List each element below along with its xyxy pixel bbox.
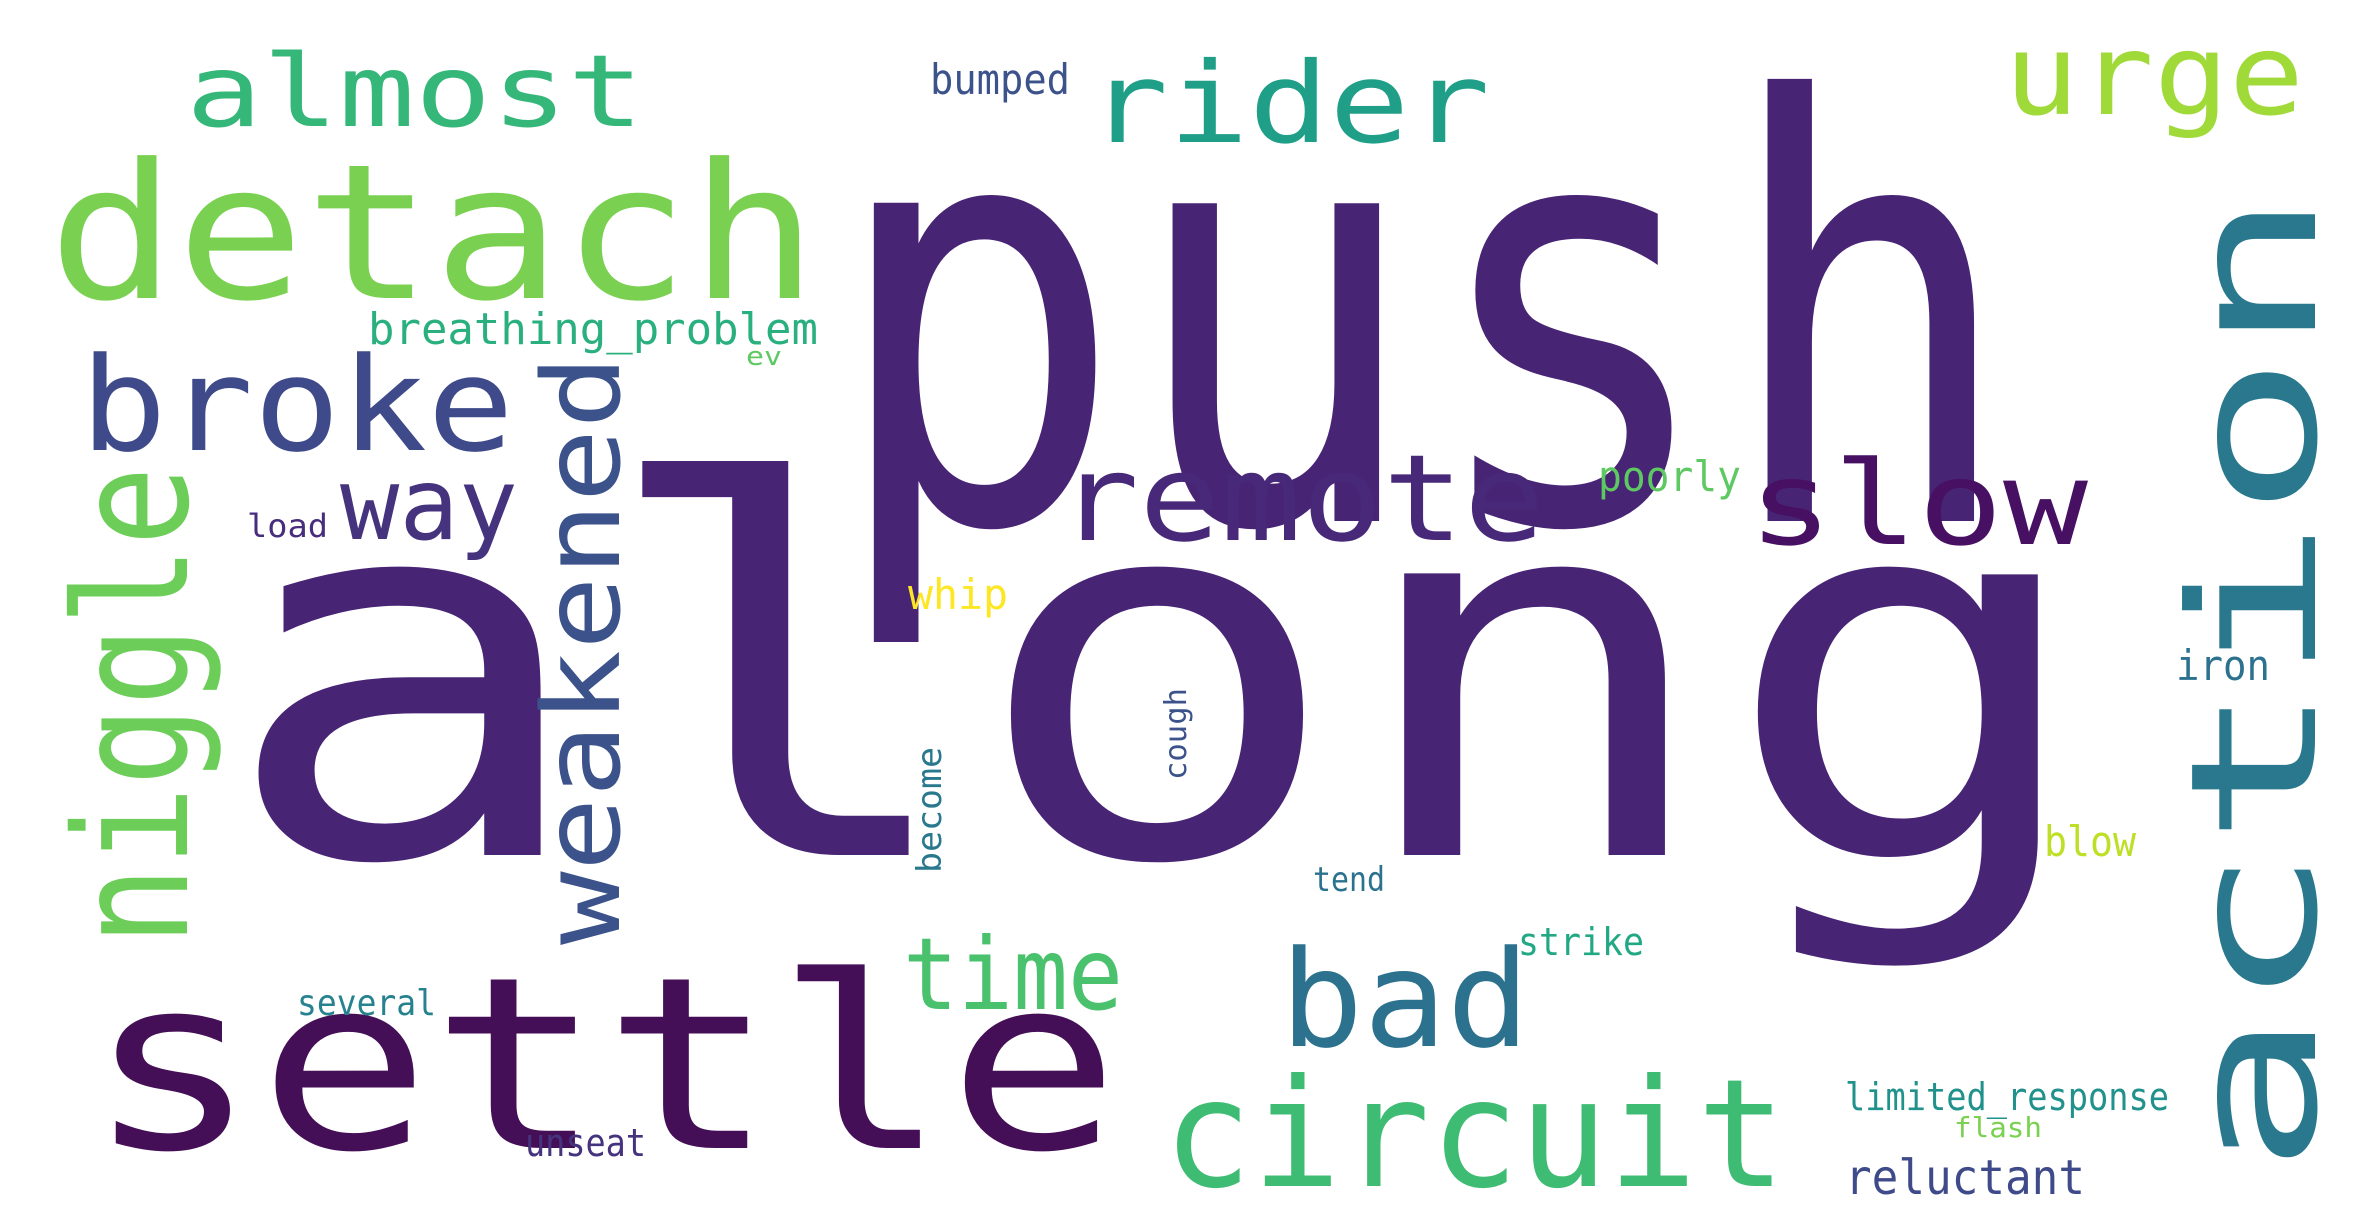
word-almost: almost bbox=[186, 33, 644, 150]
word-way: way bbox=[340, 446, 518, 563]
word-ev: ev bbox=[746, 342, 783, 372]
word-niggle: niggle bbox=[42, 465, 225, 946]
word-weakened: weakened bbox=[521, 354, 645, 945]
word-broke: broke bbox=[80, 329, 515, 481]
word-reluctant: reluctant bbox=[1845, 1150, 2086, 1206]
word-unseat: unseat bbox=[525, 1121, 647, 1165]
word-urge: urge bbox=[2004, 11, 2304, 141]
word-bumped: bumped bbox=[930, 55, 1071, 104]
word-time: time bbox=[903, 916, 1123, 1033]
word-breathing-problem: breathing_problem bbox=[368, 304, 819, 355]
word-iron: iron bbox=[2176, 641, 2271, 690]
word-whip: whip bbox=[908, 570, 1009, 619]
word-along: along bbox=[218, 378, 2096, 977]
word-detach: detach bbox=[48, 124, 819, 343]
word-poorly: poorly bbox=[1598, 452, 1742, 501]
word-rider: rider bbox=[1088, 39, 1491, 169]
word-strike: strike bbox=[1518, 920, 1645, 964]
word-slow: slow bbox=[1748, 437, 2088, 572]
word-limited-response: limited_response bbox=[1845, 1075, 2169, 1119]
word-tend: tend bbox=[1313, 860, 1386, 900]
word-several: several bbox=[297, 983, 437, 1024]
word-flash: flash bbox=[1954, 1111, 2043, 1144]
word-circuit: circuit bbox=[1163, 1048, 1786, 1215]
word-settle: settle bbox=[86, 925, 1120, 1205]
word-remote: remote bbox=[1058, 430, 1546, 569]
word-blow: blow bbox=[2044, 817, 2137, 866]
word-become: become bbox=[910, 746, 950, 873]
word-bad: bad bbox=[1280, 922, 1530, 1078]
word-cough: cough bbox=[1159, 687, 1194, 780]
word-push: push bbox=[828, 0, 2018, 659]
word-load: load bbox=[247, 507, 328, 545]
